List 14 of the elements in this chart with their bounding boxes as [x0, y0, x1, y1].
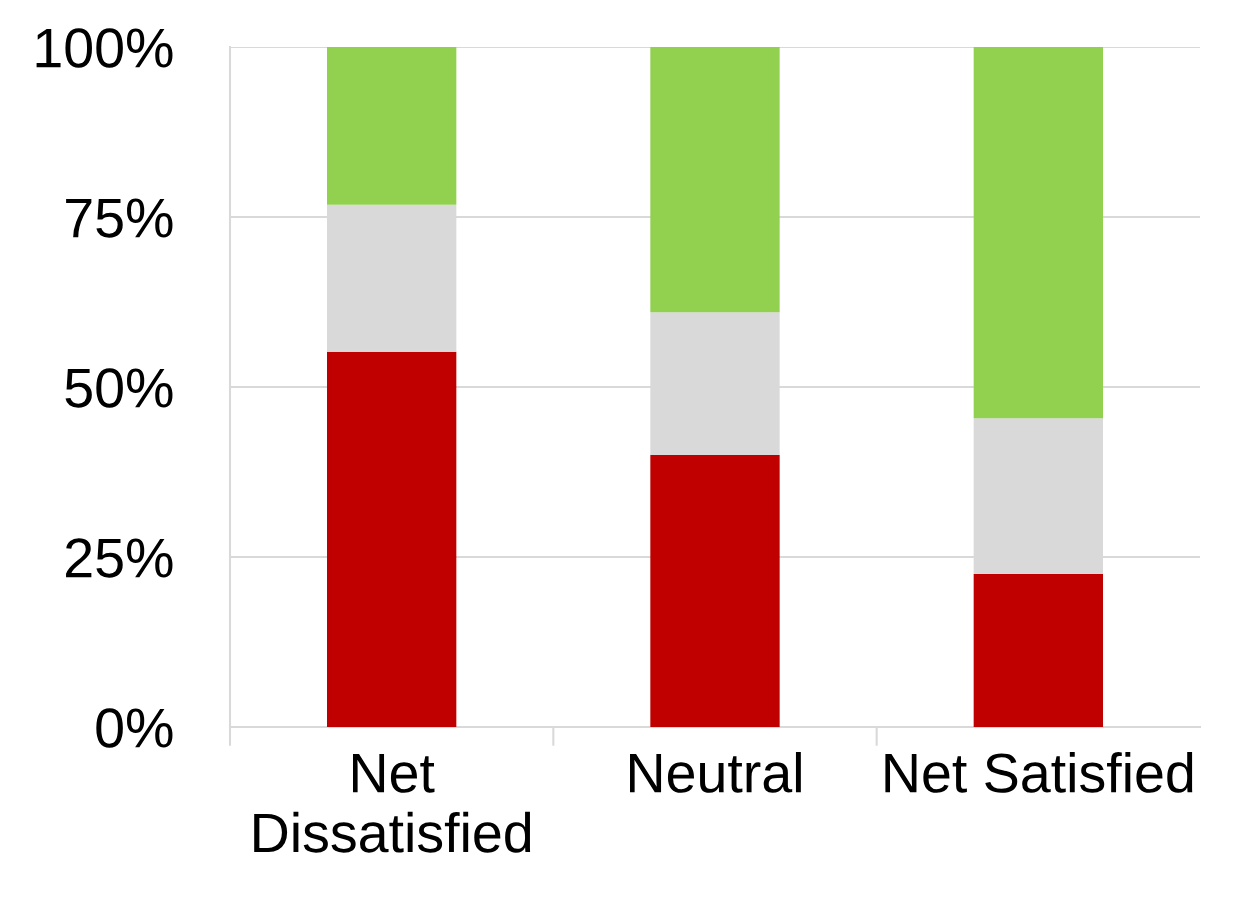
bar	[327, 47, 457, 205]
bar	[327, 351, 457, 727]
y-tick-label: 25%	[66, 538, 173, 578]
y-tick-label: 0%	[96, 708, 173, 748]
y-tick-label: 75%	[66, 198, 173, 238]
x-tick-label: Net Dissatisfied	[254, 754, 531, 853]
y-tick-label: 50%	[65, 368, 173, 408]
bar	[650, 455, 780, 727]
y-tick-label: 100%	[36, 28, 173, 68]
bar	[973, 47, 1103, 419]
x-tick-label: Net Satisfied	[885, 752, 1193, 793]
bar	[650, 47, 780, 313]
bar	[973, 574, 1103, 727]
x-tick-label: Neutral	[630, 752, 801, 793]
